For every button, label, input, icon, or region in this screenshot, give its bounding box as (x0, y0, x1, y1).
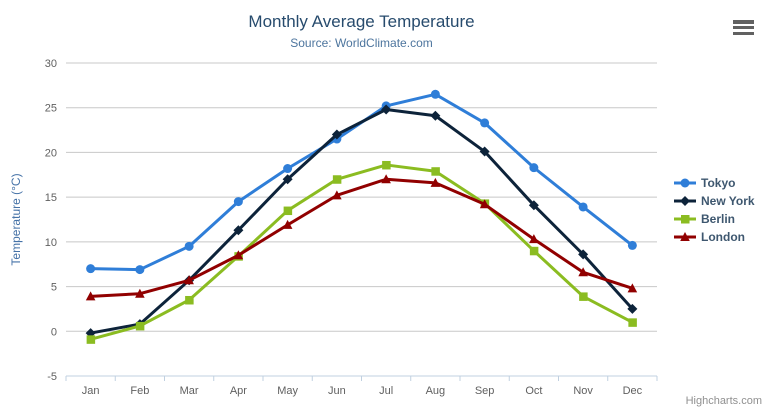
hamburger-bar (733, 31, 754, 35)
y-tick-label: 15 (45, 192, 57, 204)
x-axis-labels: Jan Feb Mar Apr May Jun Jul Aug Sep Oct Nov Dec (82, 385, 643, 397)
y-tick-label: 25 (45, 103, 57, 115)
chart-subtitle: Source: WorldClimate.com (290, 36, 433, 50)
hamburger-bar (733, 25, 754, 30)
x-tick-label: Oct (525, 385, 542, 397)
x-tick-label: Aug (426, 385, 446, 397)
legend-item-berlin[interactable]: Berlin (674, 210, 755, 228)
x-tick-label: Sep (475, 385, 495, 397)
series-tokyo (86, 89, 637, 275)
y-tick-label: 0 (51, 326, 57, 338)
x-tick-label: Jun (328, 385, 346, 397)
legend-marker-icon (674, 196, 696, 206)
legend-item-new-york[interactable]: New York (674, 192, 755, 210)
legend-label: Berlin (701, 212, 736, 226)
hamburger-icon[interactable] (733, 20, 754, 35)
x-tick-label: Jul (379, 385, 393, 397)
series-new-york (85, 104, 638, 339)
x-tick-label: Mar (180, 385, 199, 397)
hamburger-bar (733, 20, 754, 24)
y-tick-label: 30 (45, 58, 57, 70)
series-london (85, 174, 638, 301)
y-tick-label: 20 (45, 147, 57, 159)
y-tick-label: -5 (47, 371, 57, 383)
x-tick-label: Jan (82, 385, 100, 397)
legend-label: New York (701, 194, 755, 208)
legend-item-tokyo[interactable]: Tokyo (674, 174, 755, 192)
series-berlin (86, 160, 637, 344)
y-axis-labels: -5 0 5 10 15 20 25 30 (45, 58, 57, 383)
y-tick-label: 10 (45, 237, 57, 249)
x-axis (65, 375, 658, 381)
x-tick-label: May (277, 385, 298, 397)
legend: Tokyo New York Berlin London (674, 174, 755, 246)
legend-label: Tokyo (701, 176, 736, 190)
credits-link[interactable]: Highcharts.com (685, 395, 762, 407)
y-tick-label: 5 (51, 282, 57, 294)
legend-marker-icon (674, 178, 696, 188)
legend-label: London (701, 230, 745, 244)
legend-marker-icon (674, 232, 696, 241)
legend-marker-icon (674, 215, 696, 224)
legend-item-london[interactable]: London (674, 228, 755, 246)
x-tick-label: Feb (130, 385, 149, 397)
x-tick-label: Apr (230, 385, 247, 397)
gridlines (66, 62, 657, 377)
x-tick-label: Dec (623, 385, 643, 397)
y-axis-title: Temperature (°C) (9, 173, 23, 265)
chart-title: Monthly Average Temperature (248, 12, 475, 31)
x-tick-label: Nov (573, 385, 593, 397)
